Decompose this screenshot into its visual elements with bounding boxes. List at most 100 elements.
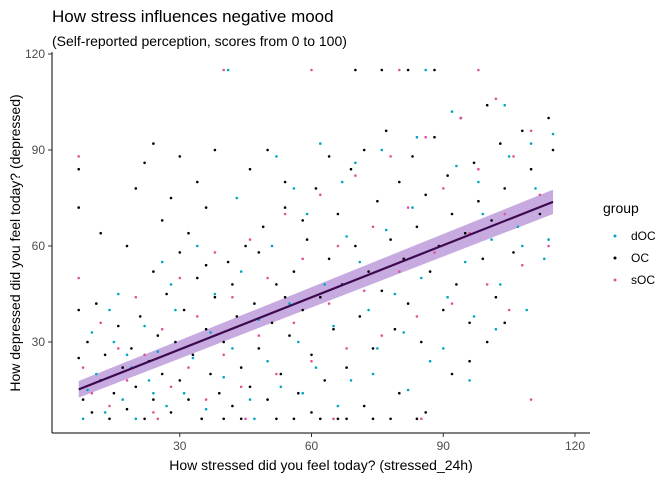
point-OC bbox=[204, 206, 208, 209]
point-dOC bbox=[332, 324, 335, 328]
point-dOC bbox=[503, 103, 507, 107]
point-sOC bbox=[503, 212, 507, 216]
point-OC bbox=[178, 379, 182, 382]
point-OC bbox=[288, 334, 291, 337]
point-OC bbox=[160, 219, 164, 222]
point-dOC bbox=[231, 347, 234, 350]
point-dOC bbox=[420, 276, 423, 280]
point-sOC bbox=[152, 411, 155, 414]
point-sOC bbox=[319, 193, 322, 197]
point-dOC bbox=[525, 308, 528, 312]
point-dOC bbox=[121, 398, 124, 401]
point-sOC bbox=[529, 129, 533, 133]
y-tick-label: 30 bbox=[32, 335, 46, 349]
point-OC bbox=[222, 417, 225, 421]
point-OC bbox=[134, 385, 138, 389]
point-dOC bbox=[354, 161, 357, 165]
point-OC bbox=[433, 135, 436, 139]
point-sOC bbox=[283, 212, 287, 216]
point-OC bbox=[301, 219, 305, 222]
point-dOC bbox=[472, 315, 476, 318]
point-dOC bbox=[380, 148, 384, 152]
point-OC bbox=[152, 398, 155, 401]
point-dOC bbox=[86, 388, 89, 392]
point-OC bbox=[152, 142, 155, 145]
point-OC bbox=[244, 244, 247, 248]
point-dOC bbox=[411, 206, 414, 209]
point-OC bbox=[332, 327, 335, 331]
point-OC bbox=[485, 340, 489, 344]
point-OC bbox=[428, 270, 432, 273]
point-sOC bbox=[332, 417, 335, 421]
point-OC bbox=[165, 292, 168, 296]
point-sOC bbox=[117, 347, 120, 350]
point-OC bbox=[77, 356, 80, 360]
point-OC bbox=[178, 251, 182, 254]
point-OC bbox=[336, 212, 340, 216]
point-OC bbox=[529, 167, 533, 171]
point-dOC bbox=[81, 417, 85, 421]
point-sOC bbox=[196, 315, 199, 318]
point-OC bbox=[222, 340, 225, 344]
point-OC bbox=[77, 206, 80, 209]
point-OC bbox=[283, 295, 287, 299]
point-dOC bbox=[402, 331, 406, 334]
point-dOC bbox=[424, 68, 428, 72]
point-sOC bbox=[521, 263, 524, 267]
point-OC bbox=[547, 116, 550, 120]
point-OC bbox=[499, 142, 502, 145]
point-OC bbox=[389, 417, 392, 421]
point-dOC bbox=[147, 379, 151, 382]
point-dOC bbox=[108, 308, 111, 312]
point-OC bbox=[218, 391, 221, 395]
point-dOC bbox=[455, 164, 458, 168]
point-sOC bbox=[477, 68, 480, 72]
point-sOC bbox=[310, 68, 313, 72]
point-OC bbox=[345, 366, 348, 369]
point-OC bbox=[468, 321, 471, 325]
point-dOC bbox=[222, 375, 225, 379]
point-OC bbox=[406, 68, 410, 72]
x-axis-title: How stressed did you feel today? (stress… bbox=[169, 457, 473, 473]
y-axis-title: How depressed did you feel today? (depre… bbox=[7, 94, 23, 391]
point-dOC bbox=[270, 244, 274, 248]
point-OC bbox=[209, 372, 212, 376]
legend-label-sOC: sOC bbox=[631, 273, 655, 287]
point-sOC bbox=[485, 283, 489, 286]
point-OC bbox=[90, 411, 94, 414]
point-OC bbox=[371, 347, 375, 350]
point-sOC bbox=[415, 315, 419, 318]
y-tick-label: 90 bbox=[32, 143, 46, 157]
point-OC bbox=[231, 404, 234, 408]
legend-label-dOC: dOC bbox=[631, 229, 656, 243]
point-OC bbox=[477, 199, 480, 203]
point-dOC bbox=[314, 366, 318, 369]
point-sOC bbox=[547, 244, 550, 248]
point-OC bbox=[424, 411, 428, 414]
point-dOC bbox=[547, 238, 550, 241]
point-OC bbox=[310, 411, 313, 414]
point-sOC bbox=[362, 289, 366, 293]
point-dOC bbox=[477, 180, 480, 184]
confidence-band-layer bbox=[78, 189, 554, 398]
point-dOC bbox=[551, 132, 555, 136]
point-OC bbox=[319, 417, 322, 421]
point-sOC bbox=[125, 379, 129, 382]
point-OC bbox=[371, 417, 375, 421]
point-dOC bbox=[450, 110, 454, 113]
point-dOC bbox=[279, 385, 283, 389]
point-sOC bbox=[301, 257, 305, 261]
point-sOC bbox=[389, 155, 392, 158]
point-OC bbox=[406, 302, 410, 305]
point-dOC bbox=[292, 187, 296, 190]
point-OC bbox=[204, 327, 208, 331]
point-dOC bbox=[117, 292, 120, 296]
point-sOC bbox=[494, 97, 498, 101]
point-dOC bbox=[191, 356, 195, 360]
point-OC bbox=[314, 187, 318, 190]
point-dOC bbox=[297, 340, 300, 344]
point-OC bbox=[121, 366, 124, 369]
point-sOC bbox=[81, 366, 85, 369]
point-OC bbox=[270, 321, 274, 325]
